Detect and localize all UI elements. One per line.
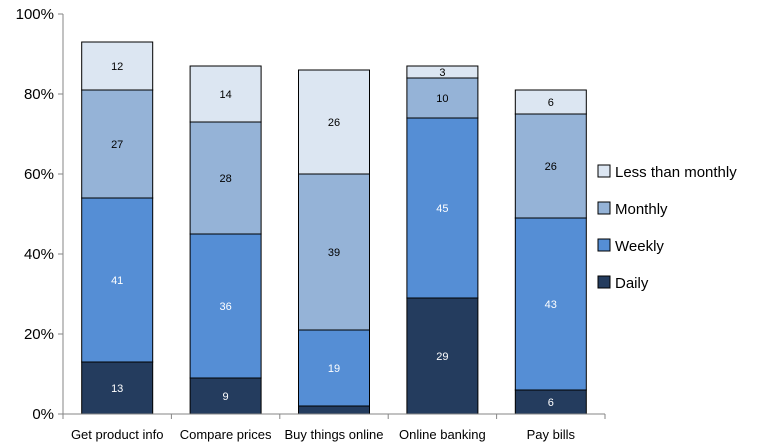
legend-swatch [597, 238, 611, 252]
y-tick-label: 20% [24, 326, 54, 343]
data-label: 36 [219, 301, 231, 313]
bar-segment-daily [189, 377, 262, 415]
data-label: 41 [111, 275, 123, 287]
bar-segment-monthly [406, 77, 479, 119]
category-label: Pay bills [527, 427, 576, 442]
data-label: 26 [545, 161, 557, 173]
bars [81, 41, 587, 415]
data-label: 19 [328, 363, 340, 375]
data-label: 28 [219, 173, 231, 185]
y-tick-label: 100% [16, 6, 54, 23]
y-tick-label: 40% [24, 246, 54, 263]
bar-segment-monthly [81, 89, 154, 199]
data-label: 26 [328, 117, 340, 129]
category-label: Get product info [71, 427, 164, 442]
data-label: 43 [545, 299, 557, 311]
bar-segment-weekly [514, 217, 587, 391]
data-label: 6 [548, 97, 554, 109]
bar-segment-weekly [406, 117, 479, 299]
data-label: 45 [436, 203, 448, 215]
bar-segment-weekly [189, 233, 262, 379]
data-label: 39 [328, 247, 340, 259]
bar-segment-less-than-monthly [298, 69, 370, 175]
data-label: 12 [111, 61, 123, 73]
legend-label: Daily [615, 275, 649, 292]
data-label: 6 [548, 397, 554, 409]
y-axis: 0% 20% 40% 60% 80% 100% [16, 6, 64, 423]
bar-segment-weekly [298, 329, 370, 407]
legend-swatch [597, 164, 611, 178]
legend: Less than monthly Monthly Weekly Daily [597, 164, 737, 292]
data-label: 29 [436, 351, 448, 363]
category-label: Compare prices [180, 427, 272, 442]
data-label: 27 [111, 139, 123, 151]
bar-segment-less-than-monthly [406, 65, 479, 79]
bar-segment-less-than-monthly [81, 41, 154, 91]
bar-segment-monthly [189, 121, 262, 235]
legend-swatch [597, 275, 611, 289]
bar-segment-less-than-monthly [514, 89, 587, 115]
bar-segment-monthly [298, 173, 370, 331]
data-label: 14 [219, 89, 231, 101]
y-tick-label: 60% [24, 166, 54, 183]
category-label: Buy things online [284, 427, 383, 442]
category-label: Online banking [399, 427, 486, 442]
legend-label: Weekly [615, 238, 664, 255]
bar-segment-weekly [81, 197, 154, 363]
data-label: 3 [439, 67, 445, 79]
legend-label: Monthly [615, 201, 668, 218]
bar-segment-daily [298, 405, 370, 415]
x-axis: Get product info Compare prices Buy things… [62, 413, 606, 442]
bar-segment-monthly [514, 113, 587, 219]
bar-segment-less-than-monthly [189, 65, 262, 123]
data-label: 10 [436, 93, 448, 105]
legend-label: Less than monthly [615, 164, 737, 181]
data-label: 9 [223, 391, 229, 403]
y-tick-label: 80% [24, 86, 54, 103]
data-label: 13 [111, 383, 123, 395]
legend-swatch [597, 201, 611, 215]
bar-segment-daily [406, 297, 479, 415]
y-tick-label: 0% [32, 406, 54, 423]
